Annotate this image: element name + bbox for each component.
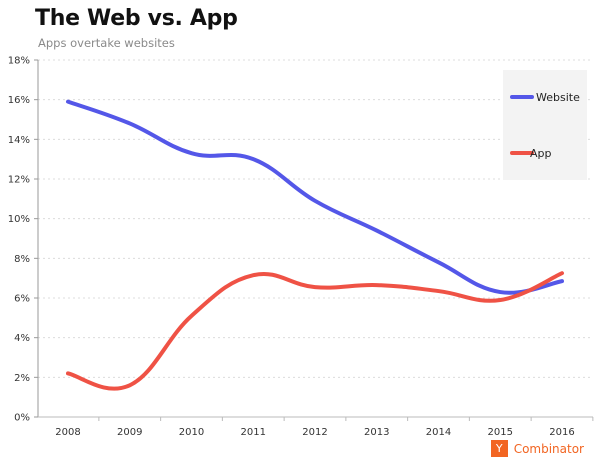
legend-box [503, 70, 587, 180]
y-tick-label: 6% [14, 294, 30, 305]
y-tick-label: 10% [8, 214, 30, 225]
series-lines [66, 99, 564, 391]
y-axis-labels: 0% 2% 4% 6% 8% 10% 12% 14% 16% 18% [8, 56, 30, 424]
chart-title: The Web vs. App [35, 6, 238, 31]
x-tick-label: 2009 [117, 427, 142, 438]
y-tick-label: 0% [14, 413, 30, 424]
legend-label-website: Website [536, 91, 580, 104]
x-tick-label: 2016 [549, 427, 574, 438]
axes [34, 59, 594, 421]
y-tick-label: 4% [14, 333, 30, 344]
yc-brand: Y Combinator [490, 440, 584, 457]
chart-subtitle: Apps overtake websites [38, 36, 175, 50]
x-tick-label: 2015 [488, 427, 513, 438]
y-tick-label: 18% [8, 56, 30, 67]
x-tick-label: 2012 [302, 427, 327, 438]
x-tick-label: 2014 [426, 427, 451, 438]
x-tick-label: 2010 [179, 427, 204, 438]
y-tick-label: 12% [8, 175, 30, 186]
y-tick-label: 8% [14, 254, 30, 265]
series-line-website [66, 99, 564, 295]
y-tick-label: 16% [8, 95, 30, 106]
x-axis-labels: 2008 2009 2010 2011 2012 2013 2014 2015 2016 [55, 427, 574, 438]
yc-brand-text: Combinator [513, 441, 584, 456]
yc-logo-icon: Y [490, 440, 508, 457]
series-line-app [66, 271, 564, 391]
y-tick-label: 2% [14, 373, 30, 384]
legend-label-app: App [530, 147, 552, 160]
legend: Website App [503, 70, 587, 180]
x-tick-label: 2013 [364, 427, 389, 438]
y-tick-label: 14% [8, 135, 30, 146]
x-tick-label: 2011 [241, 427, 266, 438]
x-tick-label: 2008 [55, 427, 80, 438]
